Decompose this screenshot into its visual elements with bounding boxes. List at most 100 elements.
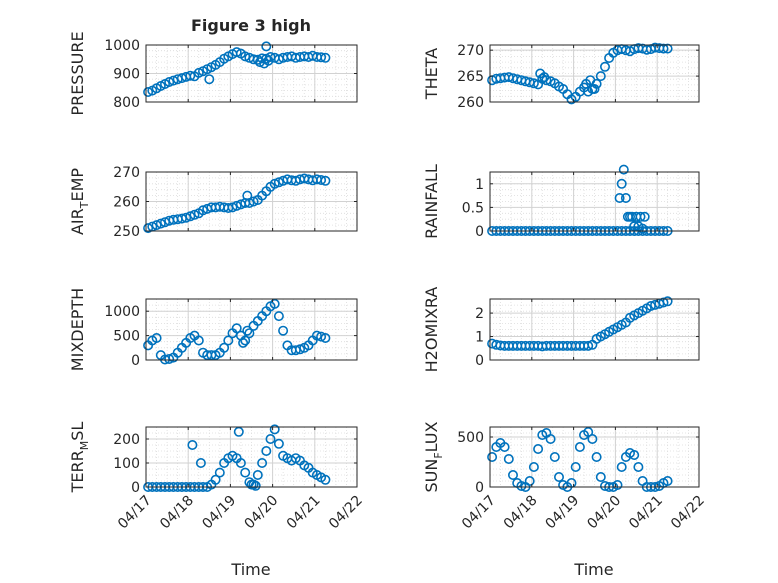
y-axis-label: H2OMIXRA: [422, 287, 441, 373]
data-point: [320, 52, 331, 63]
data-point: [620, 193, 631, 204]
data-point: [516, 480, 527, 491]
y-tick-label: 1: [475, 330, 484, 346]
data-point: [662, 475, 673, 486]
y-tick-label: 1000: [104, 38, 140, 54]
data-point: [250, 480, 261, 491]
y-axis-label-subscript: T: [78, 201, 91, 209]
y-axis-label-part: SL: [68, 422, 87, 441]
data-point: [151, 332, 162, 343]
data-point: [549, 451, 560, 462]
data-point: [635, 211, 646, 222]
y-tick-label: 260: [457, 95, 484, 111]
panel-4: 0 0.5 1 RAINFALL: [422, 164, 700, 240]
data-point: [181, 212, 192, 223]
data-point: [585, 75, 596, 86]
data-point: [223, 335, 234, 346]
data-point: [316, 175, 327, 186]
y-tick-label: 900: [113, 67, 140, 83]
axes-box: [489, 426, 700, 488]
data-point: [583, 426, 594, 437]
data-point: [574, 441, 585, 452]
data-point: [614, 193, 625, 204]
data-point: [595, 471, 606, 482]
y-tick-label: 260: [113, 195, 140, 211]
data-point: [164, 353, 175, 364]
data-point: [242, 325, 253, 336]
y-axis-label: SUNFLUX: [422, 421, 445, 492]
y-tick-label: 0.5: [462, 200, 484, 216]
y-tick-label: 270: [457, 43, 484, 59]
data-point: [662, 296, 673, 307]
axes-box: [145, 426, 358, 488]
data-point: [244, 328, 255, 339]
data-point: [198, 205, 209, 216]
y-tick-label: 265: [457, 69, 484, 85]
x-tick-label: 04/19: [199, 493, 239, 533]
data-point: [589, 84, 600, 95]
data-point: [658, 43, 669, 54]
y-axis-label-part: TERR: [68, 450, 87, 493]
chart-title: Figure 3 high: [191, 16, 311, 35]
x-tick-label: 04/18: [157, 493, 197, 533]
axes-box: [145, 298, 358, 361]
data-point: [240, 51, 251, 62]
data-point: [269, 298, 280, 309]
data-point: [616, 178, 627, 189]
series-markers: [143, 298, 331, 365]
axes-box: [489, 44, 700, 103]
data-point: [662, 43, 673, 54]
data-point: [533, 443, 544, 454]
data-point: [633, 461, 644, 472]
y-axis-label: TERRMSL: [68, 422, 91, 494]
data-point: [187, 439, 198, 450]
x-tick-label: 04/21: [626, 493, 666, 533]
data-point: [553, 471, 564, 482]
data-point: [487, 451, 498, 462]
y-tick-label: 270: [113, 165, 140, 181]
data-point: [618, 164, 629, 175]
y-axis-label-part: AIR: [68, 208, 87, 235]
data-point: [583, 340, 594, 351]
x-tick-label: 04/17: [115, 493, 155, 533]
data-point: [570, 461, 581, 472]
data-point: [637, 223, 648, 234]
y-tick-label: 0: [475, 480, 484, 496]
data-point: [528, 461, 539, 472]
data-point: [269, 424, 280, 435]
y-axis-label-part: LUX: [422, 421, 441, 452]
y-tick-label: 800: [113, 95, 140, 111]
y-tick-label: 1: [475, 177, 484, 193]
data-point: [246, 479, 257, 490]
x-tick-label: 04/20: [584, 493, 624, 533]
data-point: [204, 74, 215, 85]
data-point: [273, 311, 284, 322]
panel-6: 0 1 2 H2OMIXRA: [422, 287, 700, 373]
x-axis-label-left: Time: [230, 560, 270, 579]
x-axis-labels: Time Time: [230, 560, 613, 579]
data-point: [278, 325, 289, 336]
data-point: [316, 52, 327, 63]
data-point: [210, 474, 221, 485]
y-tick-label: 1000: [104, 304, 140, 320]
data-point: [639, 211, 650, 222]
data-point: [252, 469, 263, 480]
data-point: [528, 78, 539, 89]
y-axis-label: PRESSURE: [68, 31, 87, 115]
data-point: [599, 61, 610, 72]
y-axis-label: RAINFALL: [422, 164, 441, 239]
data-point: [231, 323, 242, 334]
x-tick-label: 04/22: [326, 493, 366, 533]
x-tick-label: 04/19: [543, 493, 583, 533]
axes-box: [489, 171, 700, 232]
data-point: [263, 55, 274, 66]
panel-3: 250 260 270 AIRTEMP: [68, 165, 358, 240]
x-tick-label: 04/17: [459, 493, 499, 533]
data-point: [261, 445, 272, 456]
y-tick-label: 500: [457, 430, 484, 446]
data-point: [195, 457, 206, 468]
data-point: [545, 433, 556, 444]
y-tick-label: 0: [131, 480, 140, 496]
